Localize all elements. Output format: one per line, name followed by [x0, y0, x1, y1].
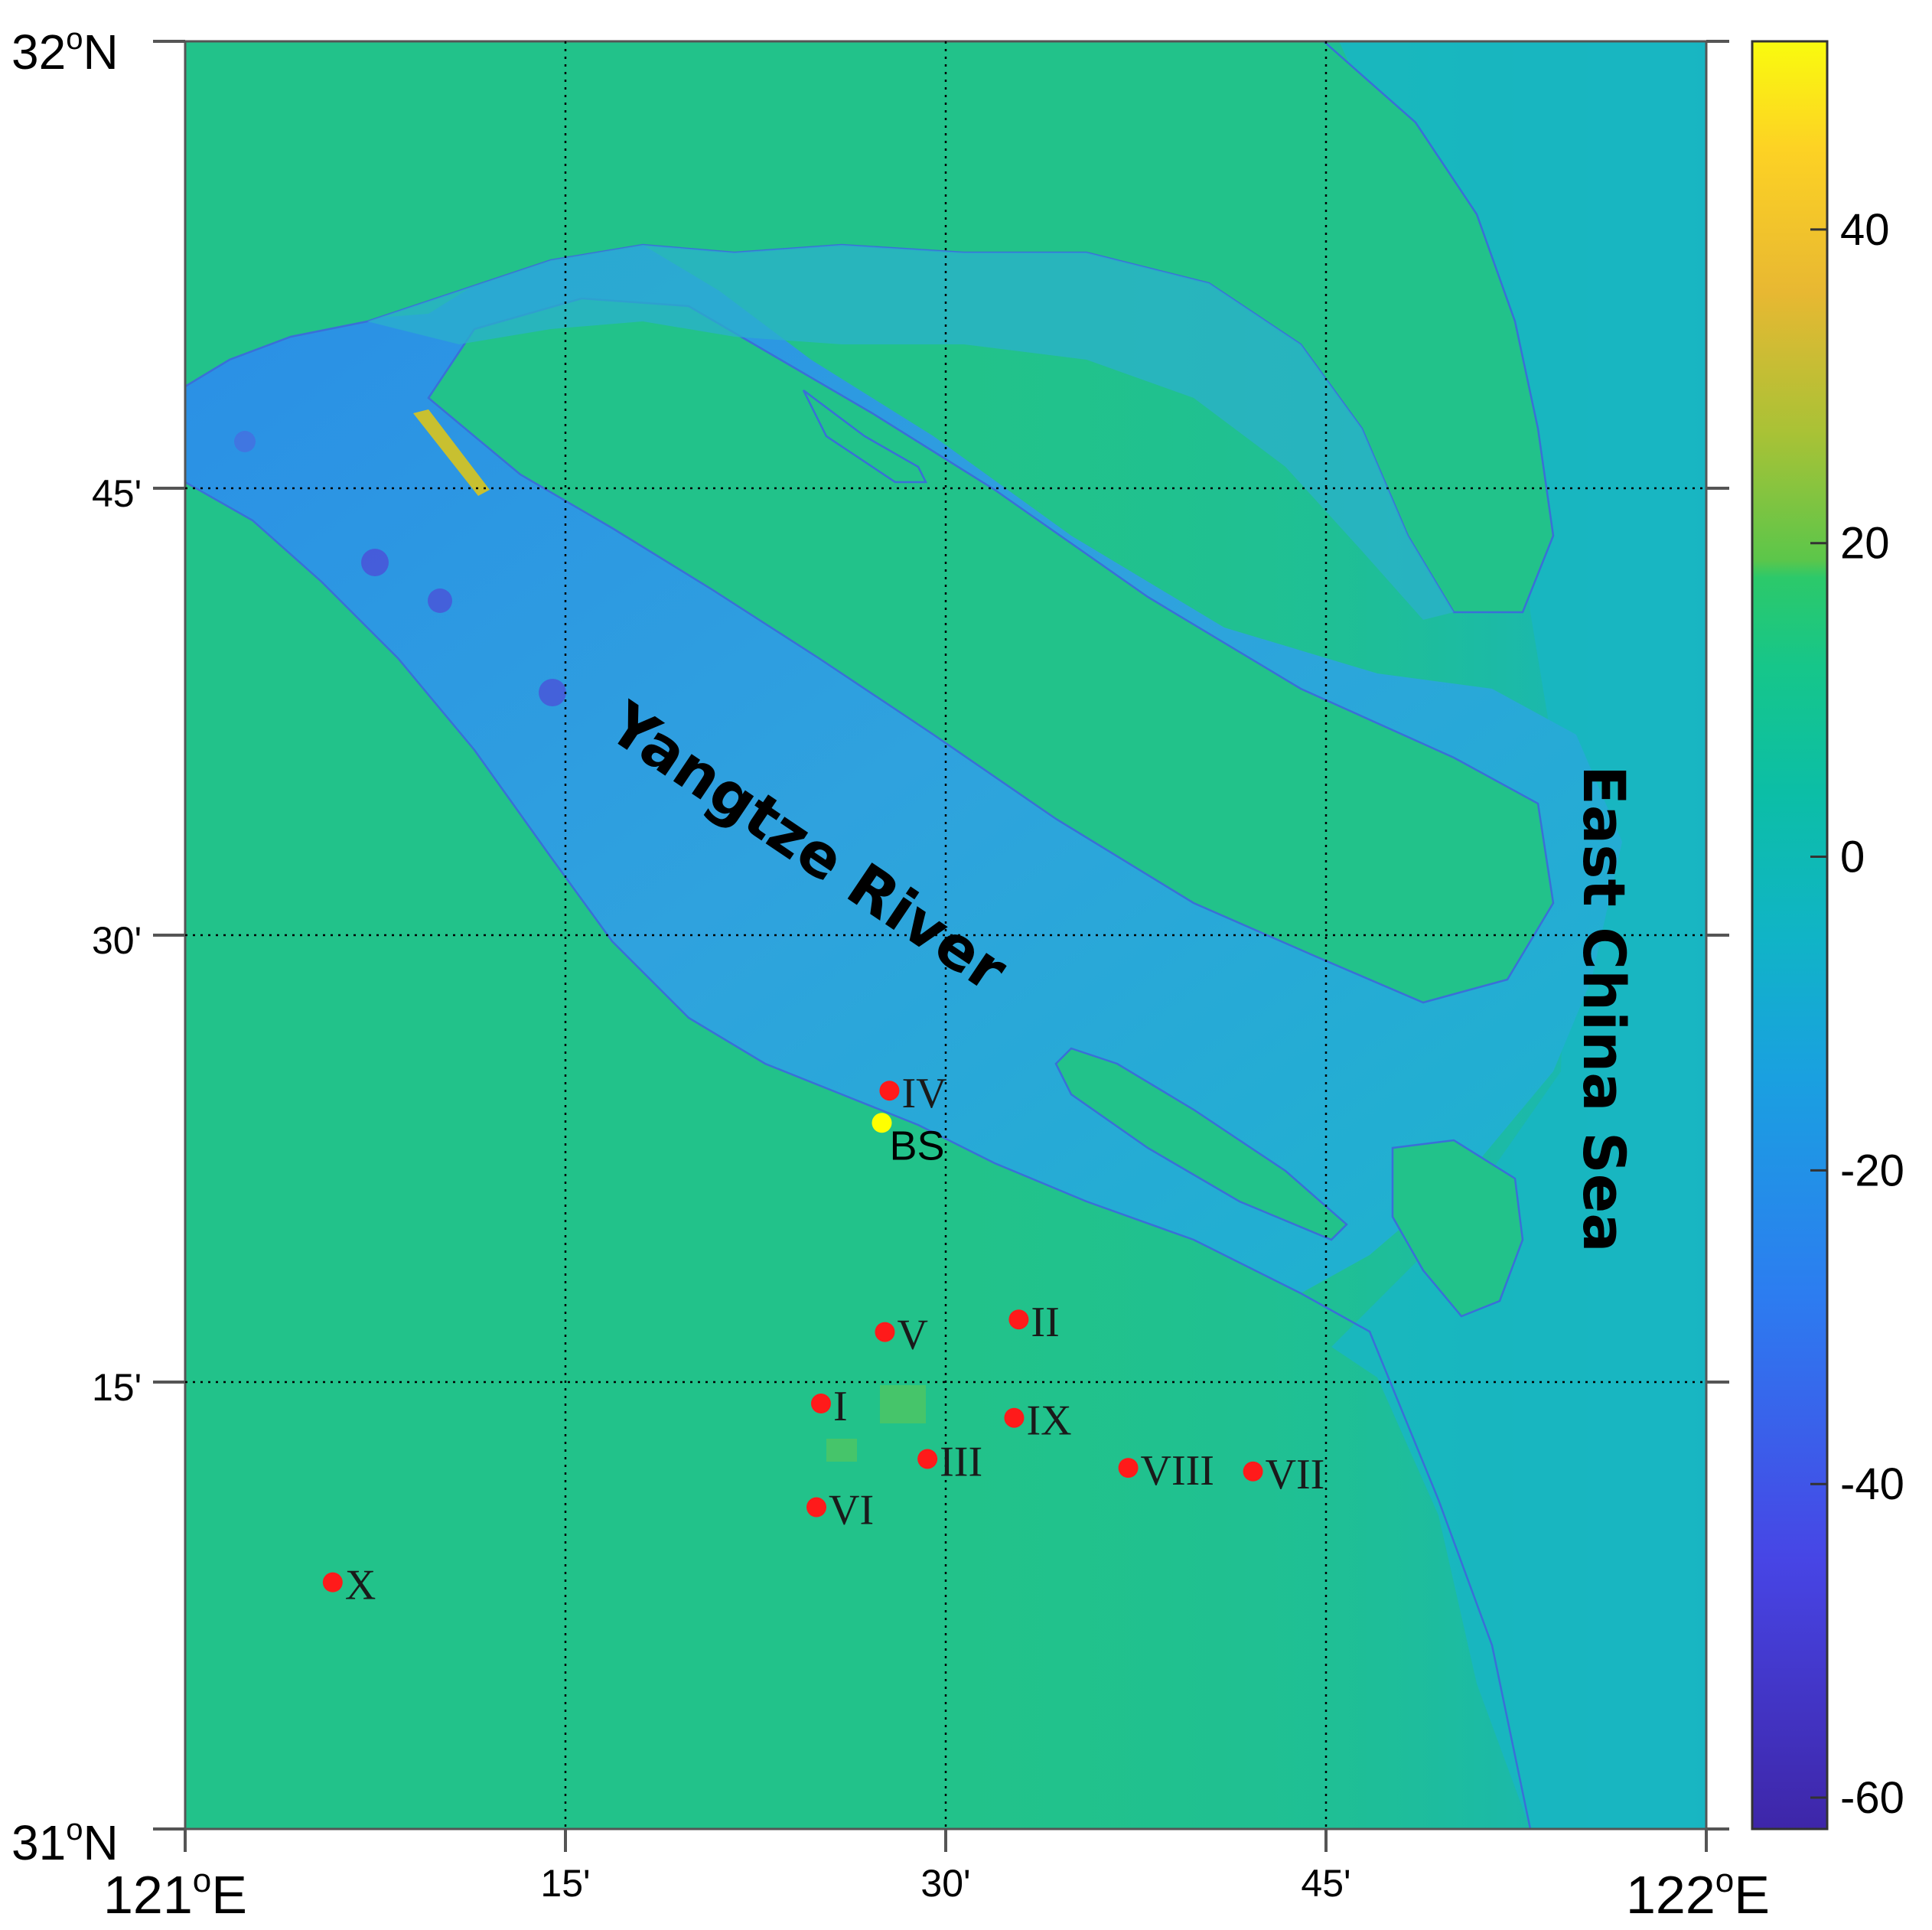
lat-label-45: 45'	[92, 472, 142, 515]
ticks	[153, 40, 1729, 1852]
islet-2	[1054, 1047, 1348, 1241]
site-ix: IX	[1004, 1397, 1072, 1445]
site-label: BS	[890, 1123, 945, 1169]
lat-label-30: 30'	[92, 919, 142, 962]
site-i: I	[810, 1383, 848, 1430]
colorbar-tick-label: 20	[1840, 519, 1890, 569]
north-channel	[367, 245, 1454, 620]
islet-3	[1391, 1139, 1524, 1318]
colorbar-tick-label: -20	[1840, 1146, 1904, 1195]
colorbar-ticks: 40 20 0 -20 -40 -60	[1810, 205, 1904, 1823]
lat-label-31N: 31oN	[11, 1813, 119, 1870]
river-channel	[185, 245, 1622, 1293]
colorbar-tick-label: -40	[1840, 1459, 1904, 1509]
lon-label-121E: 121oE	[103, 1862, 247, 1925]
site-marker	[806, 1497, 827, 1518]
islet-1	[802, 390, 928, 484]
lon-label-45: 45'	[1301, 1862, 1350, 1905]
site-marker	[1008, 1309, 1029, 1330]
site-marker	[322, 1572, 343, 1593]
site-vii: VII	[1243, 1451, 1325, 1498]
south-coastline	[185, 481, 1532, 1829]
site-label: IX	[1026, 1397, 1071, 1445]
colorbar-tick-label: 40	[1840, 205, 1890, 255]
site-bs: BS	[872, 1113, 945, 1169]
site-marker	[872, 1113, 892, 1133]
lon-label-30: 30'	[920, 1862, 970, 1905]
site-marker	[879, 1081, 900, 1101]
site-label: I	[833, 1383, 848, 1430]
site-marker	[1004, 1407, 1025, 1428]
site-marker	[917, 1449, 938, 1469]
site-label: III	[940, 1438, 982, 1485]
site-label: VII	[1266, 1451, 1325, 1498]
site-x: X	[322, 1562, 376, 1609]
site-label: VIII	[1141, 1447, 1214, 1495]
longitude-labels: 121oE 15' 30' 45' 122oE	[103, 1862, 1770, 1925]
island	[427, 297, 1555, 1004]
shallow-stripe	[413, 409, 490, 496]
site-label: X	[345, 1562, 376, 1609]
site-ii: II	[1008, 1299, 1060, 1346]
latitude-labels: 32oN 45' 30' 15' 31oN	[11, 22, 142, 1870]
site-iii: III	[917, 1438, 982, 1485]
graticule	[185, 41, 1706, 1829]
site-viii: VIII	[1118, 1447, 1214, 1495]
colorbar-scale	[1751, 40, 1829, 1831]
lon-label-122E: 122oE	[1626, 1862, 1770, 1925]
site-label: IV	[901, 1070, 946, 1117]
colorbar-tick-label: -60	[1840, 1773, 1904, 1823]
site-marker	[810, 1394, 831, 1414]
site-marker	[1118, 1458, 1139, 1478]
site-label: V	[897, 1312, 927, 1359]
sea-label: East China Sea	[1570, 765, 1638, 1253]
colorbar: 40 20 0 -20 -40 -60	[1751, 40, 1904, 1831]
site-label: II	[1031, 1299, 1059, 1346]
lat-label-15: 15'	[92, 1366, 142, 1409]
site-label: VI	[829, 1487, 874, 1534]
lon-label-15: 15'	[540, 1862, 590, 1905]
map-area	[185, 41, 1706, 1829]
site-marker	[1243, 1461, 1263, 1482]
lat-label-32N: 32oN	[11, 22, 119, 80]
site-vi: VI	[806, 1487, 874, 1534]
site-v: V	[875, 1312, 928, 1359]
site-iv: IV	[879, 1070, 947, 1117]
site-marker	[875, 1322, 895, 1342]
colorbar-tick-label: 0	[1840, 833, 1865, 882]
